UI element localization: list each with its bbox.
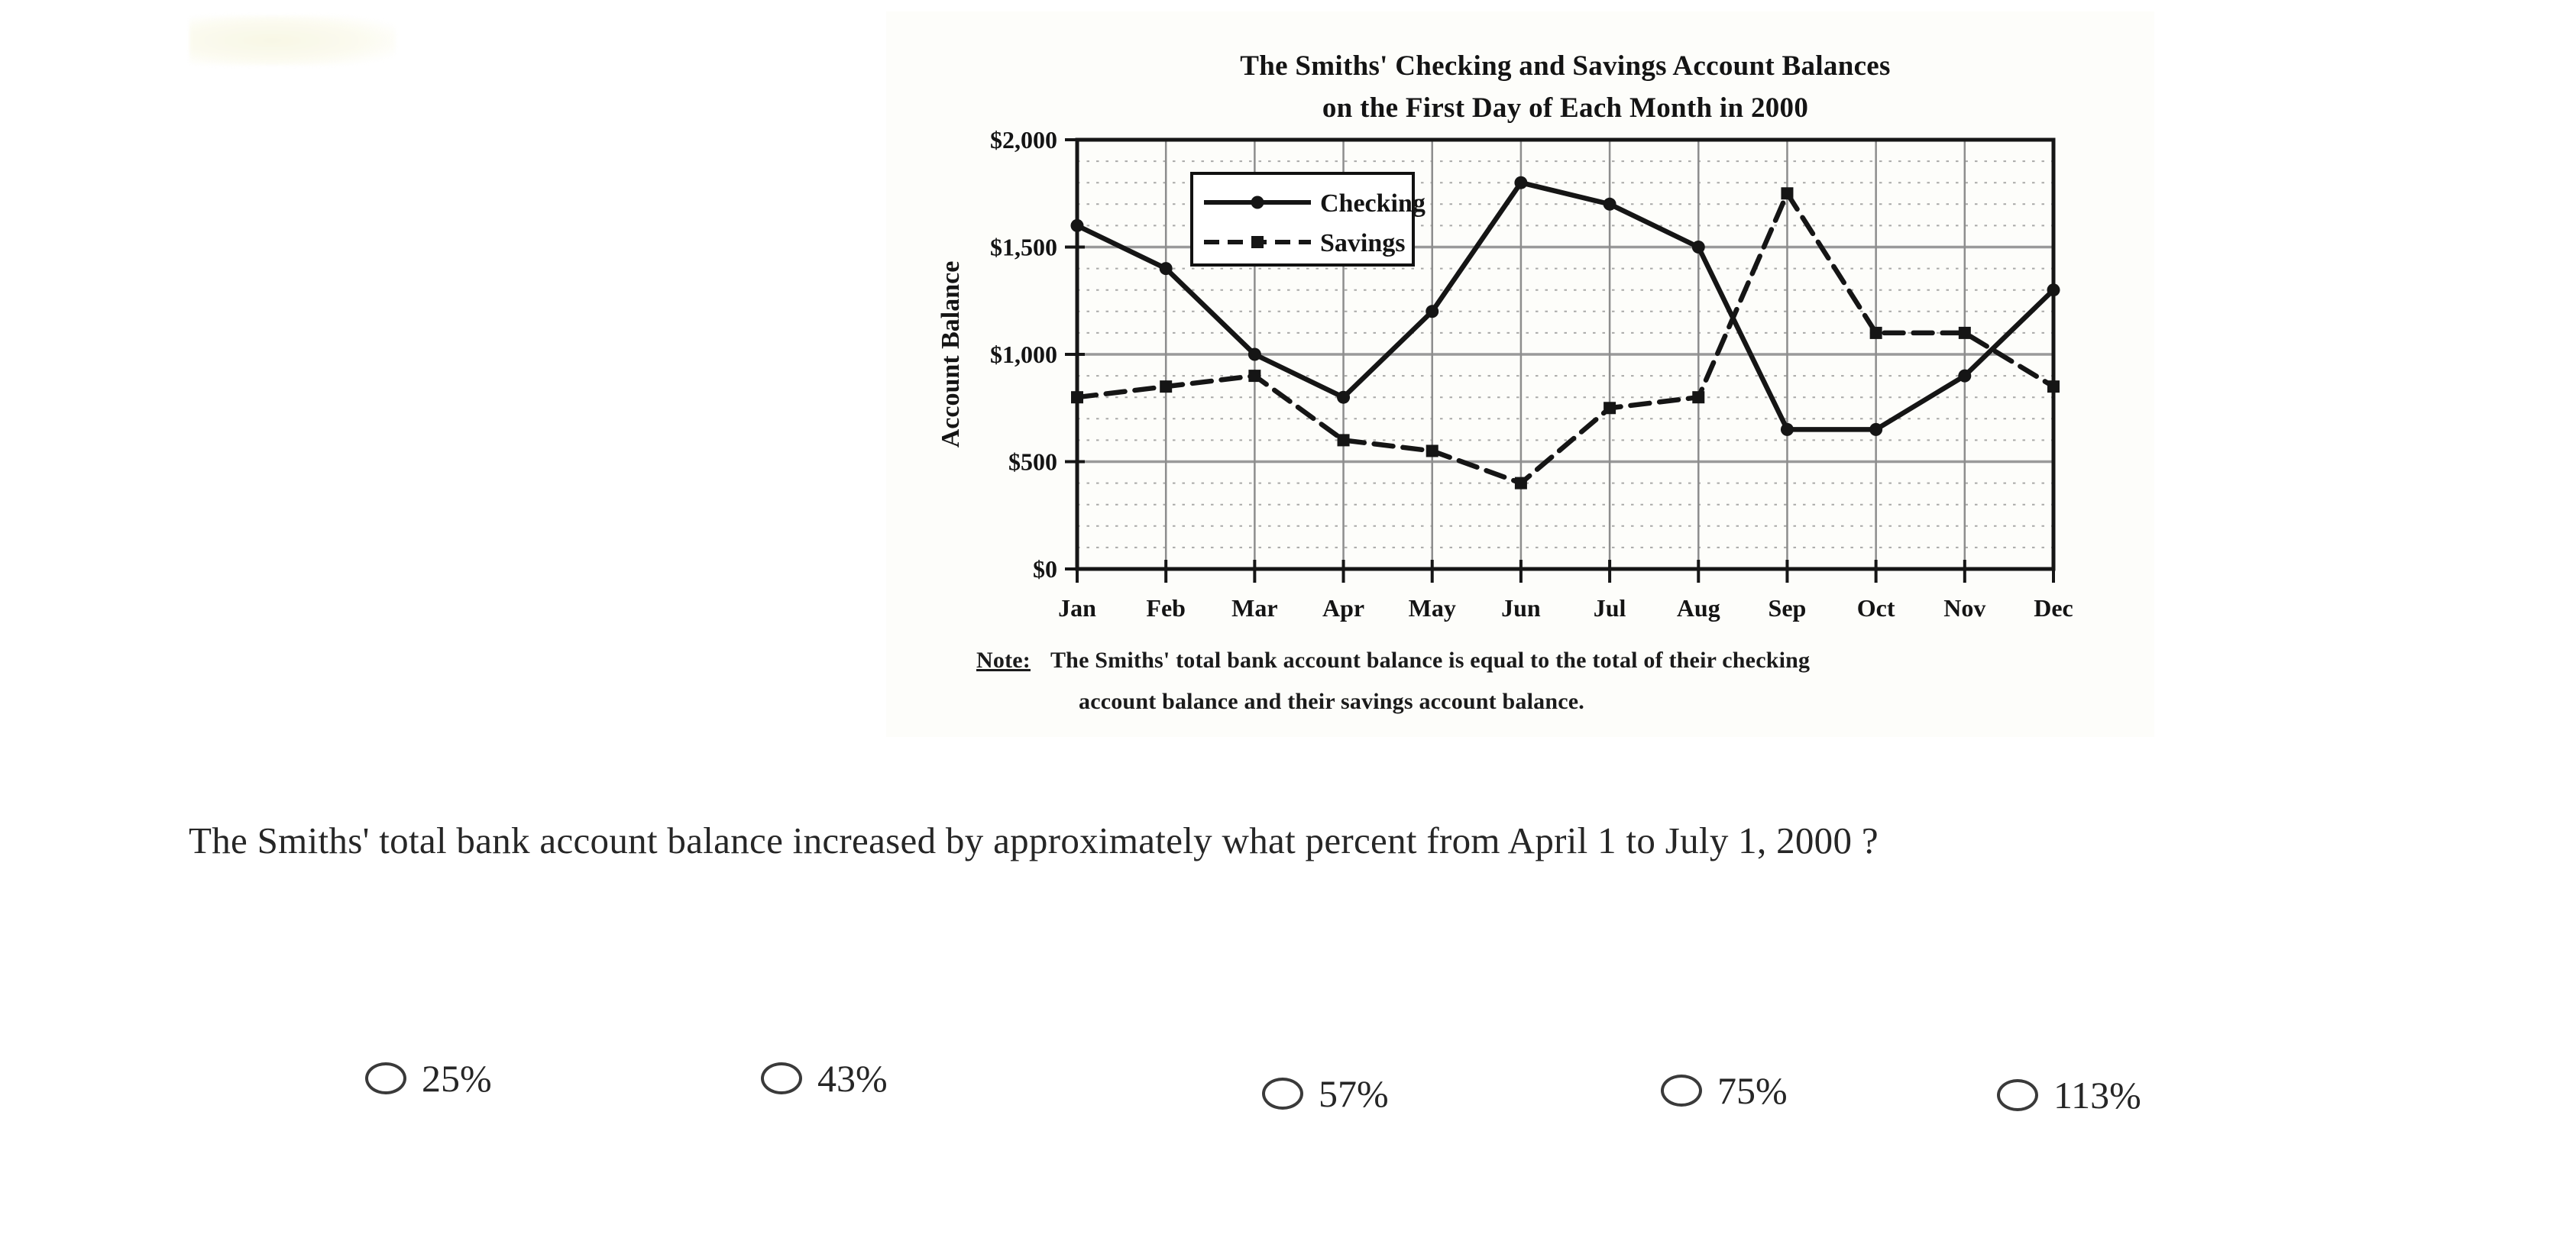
chart-title: The Smiths' Checking and Savings Account… <box>1077 45 2053 129</box>
radio-button-25[interactable] <box>365 1062 406 1094</box>
option-label-75[interactable]: 75% <box>1717 1069 1788 1112</box>
svg-text:Jan: Jan <box>1058 594 1096 622</box>
scan-artifact-smudge <box>189 15 396 66</box>
y-tick-labels: $0 $500 $1,000 $1,500 $2,000 <box>990 126 1057 583</box>
svg-text:$0: $0 <box>1033 555 1057 583</box>
line-chart: $0 $500 $1,000 $1,500 $2,000 Jan Feb Mar Apr May J… <box>886 11 2154 741</box>
svg-text:Dec: Dec <box>2034 594 2073 622</box>
chart-note: Note: The Smiths' total bank account bala… <box>976 648 1810 674</box>
savings-markers <box>1071 187 2060 490</box>
svg-text:Sep: Sep <box>1769 594 1807 622</box>
radio-button-113[interactable] <box>1997 1079 2038 1111</box>
checking-line <box>1074 179 2057 432</box>
note-label: Note: <box>976 648 1031 673</box>
svg-text:$2,000: $2,000 <box>990 126 1057 154</box>
savings-line <box>1074 191 2057 486</box>
answer-option-25[interactable]: 25% <box>365 1058 492 1098</box>
svg-text:Nov: Nov <box>1943 594 1985 622</box>
svg-text:Mar: Mar <box>1231 594 1277 622</box>
option-label-25[interactable]: 25% <box>422 1057 492 1100</box>
legend-label-checking: Checking <box>1320 189 1426 218</box>
scanned-chart-figure: The Smiths' Checking and Savings Account… <box>886 11 2154 737</box>
checking-markers <box>1070 176 2060 436</box>
radio-button-75[interactable] <box>1661 1075 1702 1107</box>
legend: Checking Savings <box>1190 172 1426 267</box>
svg-text:May: May <box>1409 594 1456 622</box>
svg-text:Feb: Feb <box>1146 594 1186 622</box>
note-text-line1: The Smiths' total bank account balance i… <box>1050 648 1811 673</box>
option-label-57[interactable]: 57% <box>1319 1072 1389 1115</box>
radio-button-57[interactable] <box>1262 1078 1303 1110</box>
svg-text:$1,500: $1,500 <box>990 234 1057 261</box>
answer-option-57[interactable]: 57% <box>1262 1074 1389 1113</box>
legend-label-savings: Savings <box>1320 229 1406 257</box>
x-tick-labels: Jan Feb Mar Apr May Jun Jul Aug Sep Oct Nov Dec <box>1058 594 2073 622</box>
option-label-43[interactable]: 43% <box>817 1057 888 1100</box>
svg-text:Jul: Jul <box>1594 594 1626 622</box>
answer-option-43[interactable]: 43% <box>761 1058 888 1098</box>
chart-title-line2: on the First Day of Each Month in 2000 <box>1322 92 1809 124</box>
answer-option-113[interactable]: 113% <box>1997 1075 2141 1115</box>
major-gridlines <box>1077 245 2053 464</box>
svg-text:Apr: Apr <box>1322 594 1364 622</box>
radio-button-43[interactable] <box>761 1062 802 1094</box>
svg-text:$500: $500 <box>1008 448 1057 476</box>
note-text-line2: account balance and their savings accoun… <box>1079 689 1584 714</box>
minor-gridlines <box>1077 160 2053 548</box>
axis-ticks <box>1065 138 2055 583</box>
svg-text:Oct: Oct <box>1857 594 1895 622</box>
y-axis-title: Account Balance <box>937 261 965 448</box>
answer-option-75[interactable]: 75% <box>1661 1071 1788 1110</box>
svg-text:Jun: Jun <box>1501 594 1541 622</box>
option-label-113[interactable]: 113% <box>2053 1074 2141 1117</box>
question-text: The Smiths' total bank account balance i… <box>189 819 1879 861</box>
chart-title-line1: The Smiths' Checking and Savings Account… <box>1240 50 1891 82</box>
svg-text:$1,000: $1,000 <box>990 341 1057 368</box>
svg-text:Aug: Aug <box>1677 594 1720 622</box>
